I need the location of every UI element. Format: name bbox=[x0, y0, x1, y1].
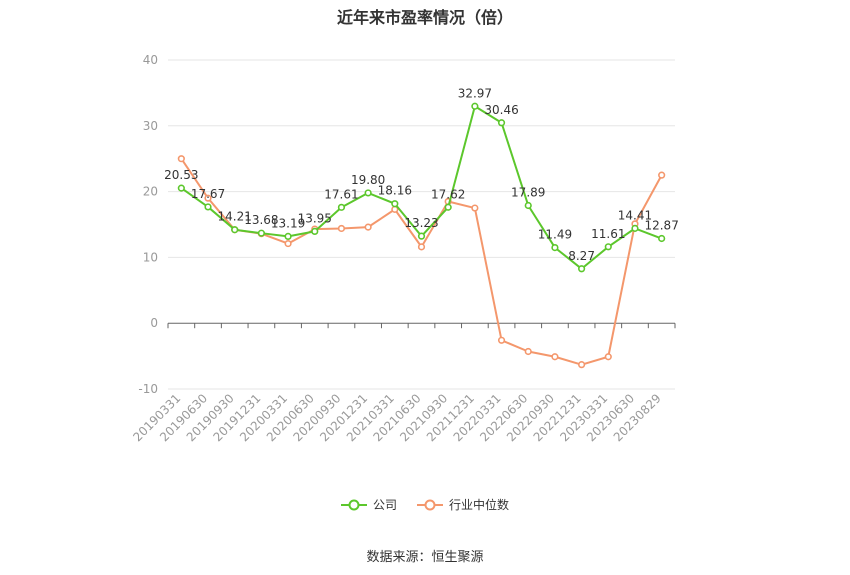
data-point-industry bbox=[471, 204, 479, 212]
data-point-company bbox=[631, 224, 639, 232]
data-label: 20.53 bbox=[164, 168, 198, 182]
data-point-industry bbox=[524, 347, 532, 356]
data-point-company bbox=[364, 189, 372, 197]
data-label: 13.68 bbox=[244, 213, 278, 227]
data-label: 17.61 bbox=[324, 187, 358, 201]
data-point-company bbox=[497, 119, 506, 127]
legend-company-marker-icon bbox=[340, 499, 367, 510]
data-label: 8.27 bbox=[568, 249, 595, 263]
legend-item-industry[interactable]: 行业中位数 bbox=[417, 496, 509, 513]
data-label: 17.67 bbox=[191, 187, 225, 201]
data-label: 17.62 bbox=[431, 187, 465, 201]
data-point-company bbox=[578, 265, 586, 273]
data-label: 14.21 bbox=[218, 210, 252, 224]
data-label: 14.41 bbox=[618, 208, 652, 222]
series-lines bbox=[177, 102, 666, 369]
data-point-industry bbox=[177, 155, 185, 163]
data-point-company bbox=[471, 102, 479, 110]
data-point-industry bbox=[284, 239, 292, 248]
legend: 公司 行业中位数 bbox=[0, 496, 850, 513]
chart-title: 近年来市盈率情况（倍） bbox=[336, 8, 513, 27]
data-point-company bbox=[604, 243, 612, 251]
data-point-company bbox=[284, 232, 292, 241]
data-point-company bbox=[231, 226, 239, 234]
data-point-company bbox=[257, 229, 265, 237]
data-point-company bbox=[444, 203, 452, 211]
y-tick-label: 20 bbox=[143, 185, 158, 199]
legend-industry-marker-icon bbox=[417, 499, 443, 510]
y-tick-label: -10 bbox=[138, 382, 158, 396]
legend-company-label: 公司 bbox=[372, 498, 397, 512]
legend-industry-label: 行业中位数 bbox=[449, 498, 510, 512]
data-point-company bbox=[177, 184, 185, 192]
data-label: 11.49 bbox=[538, 228, 572, 242]
data-point-company bbox=[391, 200, 399, 208]
y-tick-label: 30 bbox=[143, 119, 158, 133]
y-tick-label: 40 bbox=[143, 53, 158, 67]
data-point-company bbox=[551, 243, 559, 252]
data-source: 数据来源：恒生聚源 bbox=[366, 550, 484, 565]
data-point-company bbox=[204, 203, 212, 211]
data-label: 32.97 bbox=[458, 86, 492, 100]
grid-lines bbox=[168, 59, 675, 390]
data-point-industry bbox=[337, 224, 346, 233]
y-tick-label: 0 bbox=[150, 316, 158, 330]
data-label: 13.95 bbox=[298, 211, 332, 225]
data-point-industry bbox=[578, 361, 586, 369]
data-point-company bbox=[524, 201, 532, 210]
data-point-industry bbox=[417, 243, 426, 251]
data-label: 18.16 bbox=[378, 184, 412, 198]
data-label: 12.87 bbox=[644, 219, 678, 233]
data-point-company bbox=[658, 234, 666, 243]
data-point-industry bbox=[604, 353, 612, 361]
data-label: 13.19 bbox=[271, 216, 305, 230]
data-point-company bbox=[417, 232, 426, 240]
data-label: 19.80 bbox=[351, 173, 385, 187]
data-point-company bbox=[337, 203, 346, 211]
data-point-industry bbox=[497, 336, 506, 344]
data-point-company bbox=[311, 227, 319, 236]
data-label: 11.61 bbox=[591, 227, 625, 241]
data-label: 17.89 bbox=[511, 185, 545, 199]
data-point-industry bbox=[364, 223, 372, 231]
data-point-industry bbox=[551, 353, 559, 361]
data-label: 13.23 bbox=[404, 216, 438, 230]
y-tick-label: 10 bbox=[143, 250, 158, 264]
data-point-industry bbox=[658, 171, 666, 179]
legend-item-company[interactable]: 公司 bbox=[340, 496, 397, 513]
data-point-industry bbox=[204, 194, 212, 202]
data-label: 30.46 bbox=[484, 103, 518, 117]
